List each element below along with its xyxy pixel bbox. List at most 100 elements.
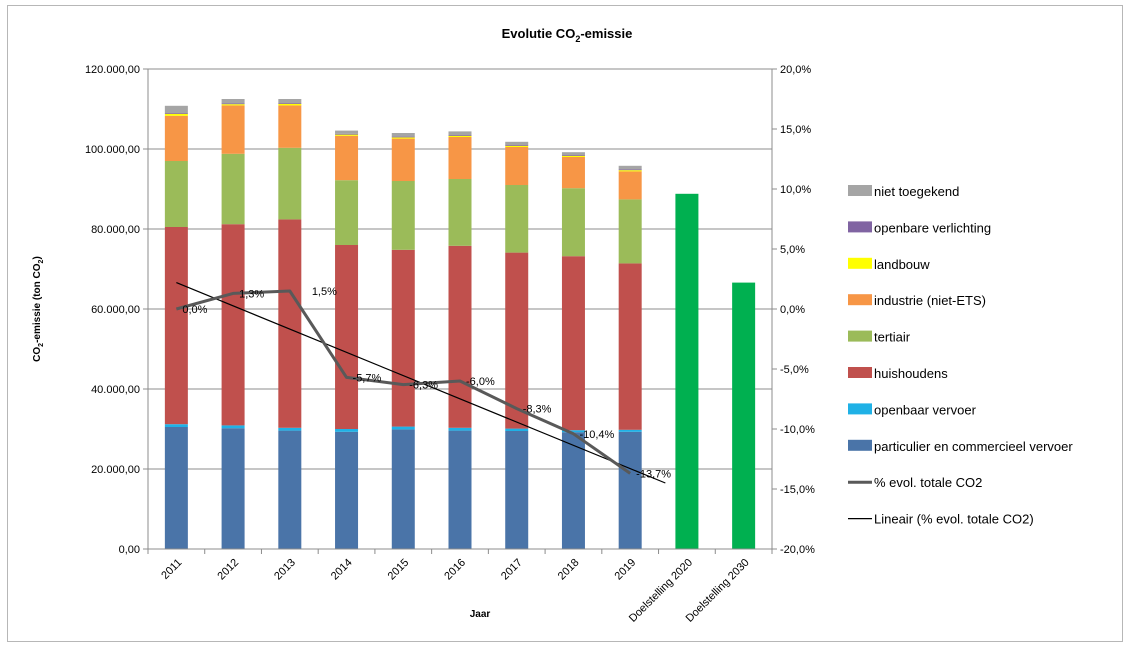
bar-segment xyxy=(221,425,245,429)
y2-tick-label: 10,0% xyxy=(780,184,811,196)
bar-segment xyxy=(221,224,245,426)
target-bar xyxy=(675,193,699,550)
legend-swatch xyxy=(848,221,872,233)
y-tick-label: 80.000,00 xyxy=(91,224,140,236)
line-data-label: -5,7% xyxy=(353,372,382,384)
bar-segment xyxy=(164,113,188,114)
legend-label: industrie (niet-ETS) xyxy=(874,293,986,308)
line-data-label: -8,3% xyxy=(523,404,552,416)
bar-segment xyxy=(391,249,415,427)
bar-segment xyxy=(278,430,302,549)
legend-label: landbouw xyxy=(874,257,930,272)
legend-label: Lineair (% evol. totale CO2) xyxy=(874,512,1034,527)
x-tick-label: 2013 xyxy=(272,557,298,583)
target-bar xyxy=(732,282,756,549)
legend-item: huishoudens xyxy=(848,366,948,381)
x-tick-label: Doelstelling 2030 xyxy=(684,557,752,625)
y2-tick-label: -10,0% xyxy=(780,424,815,436)
bar-segment xyxy=(448,135,472,136)
bars xyxy=(164,99,756,550)
bar-segment xyxy=(448,131,472,135)
x-tick-label: 2011 xyxy=(159,557,184,582)
legend-swatch xyxy=(848,330,872,342)
bar-segment xyxy=(561,256,585,431)
bar-segment xyxy=(278,147,302,220)
x-tick-label: 2019 xyxy=(613,557,639,583)
legend: niet toegekend openbare verlichting landbo… xyxy=(848,184,1073,527)
bar-segment xyxy=(618,429,642,432)
bar-segment xyxy=(164,115,188,161)
x-tick-label: 2012 xyxy=(215,557,241,583)
bar-segment xyxy=(448,137,472,179)
bar-segment xyxy=(391,136,415,138)
bar-segment xyxy=(335,135,359,181)
bar-segment xyxy=(618,263,642,430)
x-tick-label: 2014 xyxy=(329,557,355,583)
y2-tick-label: 0,0% xyxy=(780,304,805,316)
legend-swatch xyxy=(848,367,872,378)
bar-segment xyxy=(618,199,642,264)
bar-segment xyxy=(448,245,472,428)
bar-segment xyxy=(221,105,245,154)
x-tick-label: 2015 xyxy=(386,557,412,583)
legend-item: industrie (niet-ETS) xyxy=(848,293,986,308)
bar-segment xyxy=(278,105,302,148)
x-tick-label: 2017 xyxy=(499,557,525,583)
legend-label: openbare verlichting xyxy=(874,220,991,235)
x-axis-title: Jaar xyxy=(470,609,491,620)
bar-segment xyxy=(164,227,188,425)
legend-swatch xyxy=(848,403,872,415)
y2-tick-label: 5,0% xyxy=(780,244,805,256)
bar-segment xyxy=(391,133,415,137)
legend-label: niet toegekend xyxy=(874,184,959,199)
bar-segment xyxy=(505,428,529,431)
bar-segment xyxy=(618,170,642,172)
bar-segment xyxy=(335,130,359,134)
bar-segment xyxy=(278,219,302,428)
legend-label: tertiair xyxy=(874,330,911,345)
legend-label: huishoudens xyxy=(874,366,948,381)
legend-swatch xyxy=(848,257,872,269)
legend-item: % evol. totale CO2 xyxy=(848,475,982,490)
line-data-label: -6,3% xyxy=(409,380,438,392)
bar-segment xyxy=(448,427,472,431)
legend-item: Lineair (% evol. totale CO2) xyxy=(848,512,1034,527)
bar-segment xyxy=(278,103,302,104)
bar-segment xyxy=(164,105,188,113)
line-data-label: 0,0% xyxy=(182,304,207,316)
chart-title: Evolutie CO2-emissie xyxy=(502,26,633,44)
y2-tick-label: 20,0% xyxy=(780,64,811,76)
bar-segment xyxy=(335,431,359,549)
legend-swatch xyxy=(848,185,872,196)
bar-segment xyxy=(335,429,359,432)
percent-evolution-line xyxy=(175,289,632,475)
bar-segment xyxy=(391,429,415,549)
bar-segment xyxy=(505,431,529,549)
bar-segment xyxy=(561,155,585,157)
x-tick-label: 2018 xyxy=(556,557,582,583)
bar-segment xyxy=(221,103,245,105)
y-tick-label: 60.000,00 xyxy=(91,304,140,316)
y-tick-label: 0,00 xyxy=(119,544,140,556)
bar-segment xyxy=(618,171,642,200)
line-data-label: 1,5% xyxy=(312,286,337,298)
bar-segment xyxy=(618,169,642,171)
legend-item: tertiair xyxy=(848,330,911,345)
bar-segment xyxy=(618,431,642,549)
y2-tick-label: 15,0% xyxy=(780,124,811,136)
bar-segment xyxy=(164,427,188,549)
bar-segment xyxy=(278,99,302,103)
bar-segment xyxy=(391,137,415,139)
bar-segment xyxy=(448,179,472,246)
legend-swatch xyxy=(848,439,872,451)
bar-segment xyxy=(391,138,415,181)
legend-item: openbaar vervoer xyxy=(848,402,977,417)
bar-segment xyxy=(448,135,472,137)
bar-segment xyxy=(505,185,529,253)
legend-label: particulier en commercieel vervoer xyxy=(874,439,1073,454)
legend-item: particulier en commercieel vervoer xyxy=(848,439,1073,454)
bar-segment xyxy=(278,427,302,431)
lines: 0,0% 1,3% 1,5% -5,7% -6,3% -6,0% -8,3% -10,4% -1… xyxy=(175,282,671,484)
bar-segment xyxy=(335,180,359,245)
